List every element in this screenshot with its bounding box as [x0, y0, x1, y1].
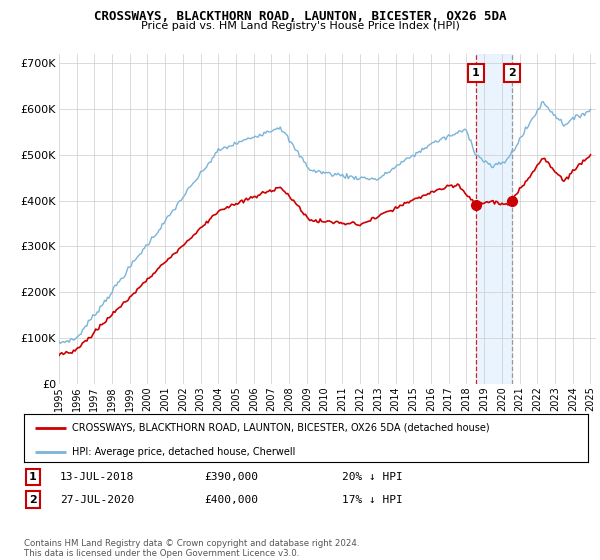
Text: 20% ↓ HPI: 20% ↓ HPI	[342, 472, 403, 482]
Text: 17% ↓ HPI: 17% ↓ HPI	[342, 494, 403, 505]
Text: 2: 2	[508, 68, 516, 78]
Text: Price paid vs. HM Land Registry's House Price Index (HPI): Price paid vs. HM Land Registry's House …	[140, 21, 460, 31]
Bar	[476, 54, 512, 384]
Text: £390,000: £390,000	[204, 472, 258, 482]
Text: HPI: Average price, detached house, Cherwell: HPI: Average price, detached house, Cher…	[72, 446, 295, 456]
Text: 27-JUL-2020: 27-JUL-2020	[60, 494, 134, 505]
Text: 1: 1	[472, 68, 480, 78]
Text: Contains HM Land Registry data © Crown copyright and database right 2024.
This d: Contains HM Land Registry data © Crown c…	[24, 539, 359, 558]
Text: 2: 2	[29, 494, 37, 505]
Text: 1: 1	[29, 472, 37, 482]
Text: CROSSWAYS, BLACKTHORN ROAD, LAUNTON, BICESTER, OX26 5DA: CROSSWAYS, BLACKTHORN ROAD, LAUNTON, BIC…	[94, 10, 506, 23]
Text: £400,000: £400,000	[204, 494, 258, 505]
Text: CROSSWAYS, BLACKTHORN ROAD, LAUNTON, BICESTER, OX26 5DA (detached house): CROSSWAYS, BLACKTHORN ROAD, LAUNTON, BIC…	[72, 423, 490, 433]
Text: 13-JUL-2018: 13-JUL-2018	[60, 472, 134, 482]
